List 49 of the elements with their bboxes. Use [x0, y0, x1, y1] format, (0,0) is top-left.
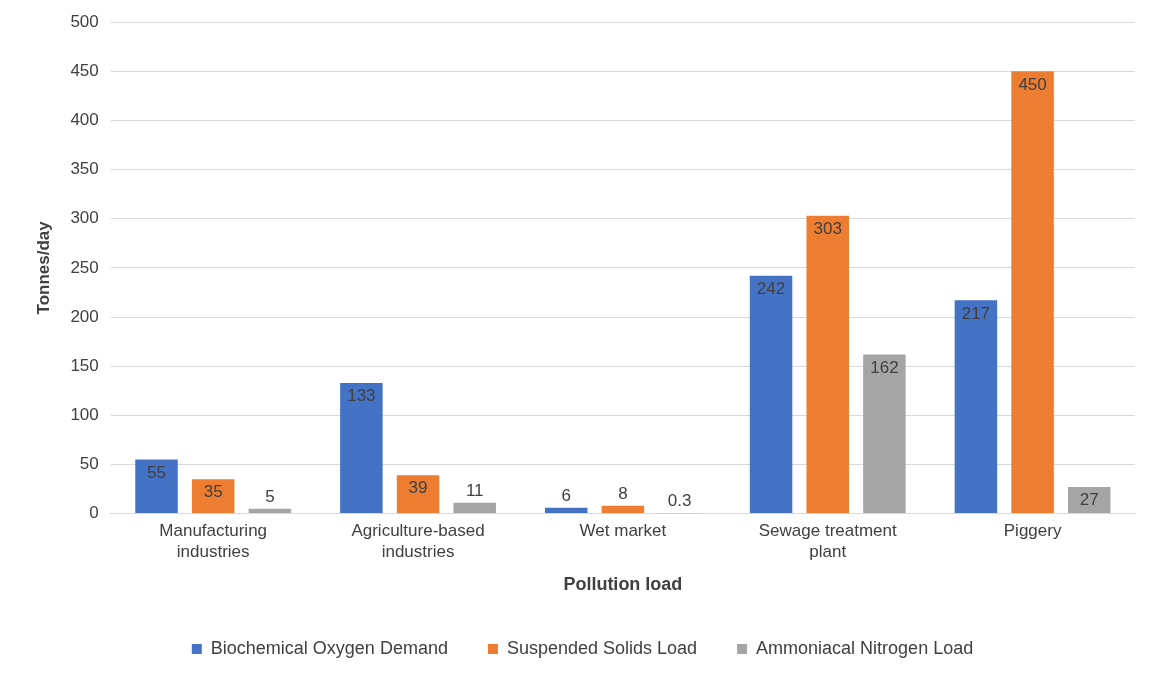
y-tick-label: 500 [70, 11, 99, 31]
y-tick-label: 50 [79, 454, 99, 474]
x-tick-label: Wet market [579, 521, 667, 541]
data-label: 450 [1018, 74, 1047, 94]
data-label: 162 [870, 357, 899, 377]
bar [544, 507, 588, 514]
bar [749, 275, 793, 514]
y-tick-label: 400 [70, 110, 99, 130]
x-tick-label: Piggery [1003, 521, 1062, 541]
y-tick-label: 350 [70, 159, 99, 179]
y-axis-title: Tonnes/day [33, 220, 53, 315]
bar [806, 215, 849, 514]
y-tick-label: 150 [70, 355, 99, 375]
legend-label: Suspended Solids Load [506, 637, 698, 658]
data-label: 0.3 [667, 491, 692, 511]
bar [135, 459, 178, 514]
legend-label: Biochemical Oxygen Demand [210, 637, 448, 658]
data-label: 242 [756, 278, 786, 298]
bar [191, 479, 235, 514]
data-label: 55 [147, 462, 166, 482]
x-tick-label: Agriculture-based industries [351, 521, 485, 561]
bar [863, 354, 906, 514]
bar [1011, 71, 1054, 514]
y-tick-label: 200 [70, 306, 99, 326]
data-label: 8 [618, 483, 628, 503]
data-label: 35 [203, 482, 223, 502]
bar [601, 505, 645, 514]
data-label: 27 [1079, 490, 1099, 510]
y-tick-label: 0 [89, 503, 99, 523]
bar [1068, 487, 1111, 514]
y-tick-label: 300 [70, 208, 99, 228]
bar [453, 502, 496, 514]
y-tick-label: 450 [70, 61, 99, 81]
y-tick-label: 250 [70, 257, 99, 277]
x-tick-label: Manufacturing industries [159, 521, 268, 561]
data-label: 217 [961, 303, 991, 323]
data-label: 5 [265, 486, 275, 506]
legend-label: Ammoniacal Nitrogen Load [756, 637, 974, 658]
data-label: 39 [408, 478, 428, 498]
x-tick-label: Sewage treatment plant [758, 521, 897, 561]
data-label: 11 [465, 480, 484, 500]
data-label: 133 [347, 386, 376, 406]
data-label: 6 [561, 485, 571, 505]
bar [340, 382, 383, 514]
x-axis-title: Pollution load [563, 574, 683, 595]
y-tick-label: 100 [70, 405, 99, 425]
data-label: 303 [813, 219, 842, 238]
bar [954, 300, 998, 514]
bar [396, 475, 440, 514]
